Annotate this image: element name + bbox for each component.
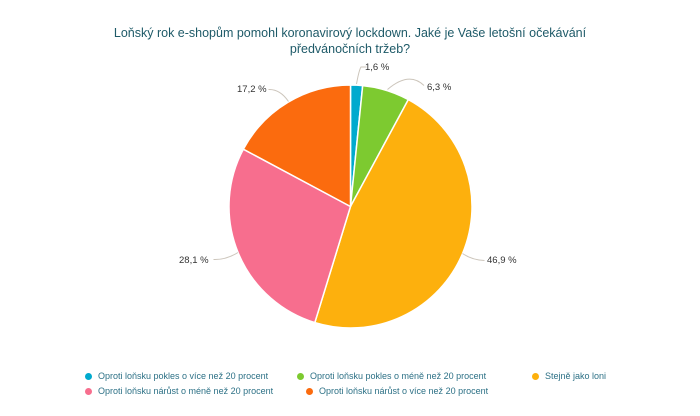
pie-slice-2[interactable] — [314, 98, 473, 329]
legend-item[interactable]: Oproti loňsku pokles o méně než 20 proce… — [297, 371, 486, 381]
legend-item[interactable]: Oproti loňsku nárůst o méně než 20 proce… — [85, 386, 273, 396]
legend-item[interactable]: Stejně jako loni — [532, 371, 606, 381]
legend-item-label: Stejně jako loni — [545, 371, 607, 381]
legend-dot — [297, 372, 304, 380]
legend-item-label: Oproti loňsku nárůst o méně než 20 proce… — [98, 386, 274, 396]
slice-connector-0 — [356, 66, 367, 85]
slice-connector-3 — [213, 252, 239, 261]
label-connectors — [213, 66, 485, 261]
slice-label: 6,3 % — [427, 82, 452, 93]
slice-label: 28,1 % — [179, 255, 209, 266]
legend-item[interactable]: Oproti loňsku pokles o více než 20 proce… — [85, 371, 268, 381]
legend-item-label: Oproti loňsku nárůst o více než 20 proce… — [319, 386, 489, 396]
slice-connector-4 — [268, 88, 289, 102]
legend-dot — [85, 387, 92, 395]
slice-label: 46,9 % — [487, 255, 517, 266]
slice-label: 17,2 % — [237, 84, 267, 95]
pie-slice-4[interactable] — [242, 84, 352, 208]
chart-title: Loňský rok e-shopům pomohl koronavirový … — [113, 26, 587, 56]
pie-slices — [228, 84, 473, 329]
slice-connector-1 — [387, 78, 425, 90]
legend-item[interactable]: Oproti loňsku nárůst o více než 20 proce… — [306, 386, 488, 396]
legend-dot — [306, 387, 313, 395]
legend-item-label: Oproti loňsku pokles o více než 20 proce… — [98, 371, 269, 381]
legend-dot — [85, 372, 92, 380]
slice-label: 1,6 % — [365, 62, 390, 73]
legend-item-label: Oproti loňsku pokles o méně než 20 proce… — [310, 371, 487, 381]
legend-dot — [532, 372, 539, 380]
slice-connector-2 — [462, 253, 485, 261]
